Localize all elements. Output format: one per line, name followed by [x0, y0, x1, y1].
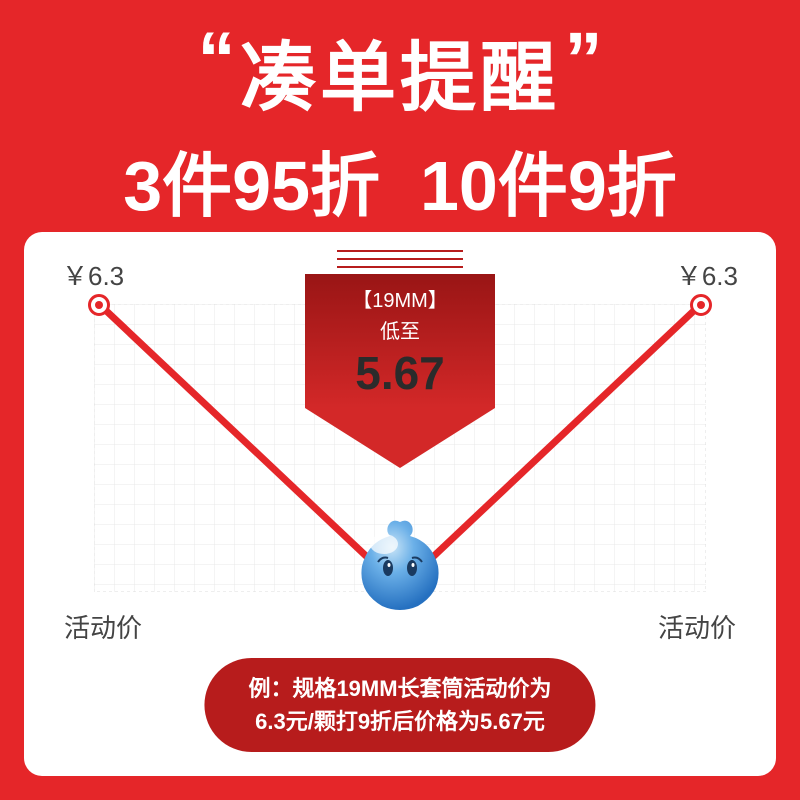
example-footer: 例：规格19MM长套筒活动价为 6.3元/颗打9折后价格为5.67元 — [204, 658, 595, 752]
title-row: “ 凑单提醒 ” — [0, 16, 800, 126]
arrow-top-lines — [305, 250, 495, 268]
price-card: ￥6.3 ￥6.3 — [24, 232, 776, 776]
activity-right: 活动价 — [658, 608, 736, 645]
arrow-price: 5.67 — [313, 346, 487, 400]
droplet-mascot-icon — [350, 514, 450, 614]
down-arrow: 【19MM】 低至 5.67 — [305, 250, 495, 468]
header: “ 凑单提醒 ” 3件95折 10件9折 — [0, 0, 800, 231]
title-text: 凑单提醒 — [240, 36, 560, 121]
price-point-left — [88, 294, 110, 316]
price-left: ￥6.3 — [62, 256, 124, 293]
discount-row: 3件95折 10件9折 — [0, 130, 800, 231]
footer-line-2: 6.3元/颗打9折后价格为5.67元 — [248, 705, 551, 738]
discount-1: 3件95折 — [123, 130, 380, 231]
promo-banner: “ 凑单提醒 ” 3件95折 10件9折 ￥6.3 ￥6.3 — [0, 0, 800, 800]
activity-left: 活动价 — [64, 608, 142, 645]
quote-right-icon: ” — [564, 17, 602, 102]
arrow-spec: 【19MM】 — [313, 284, 487, 313]
arrow-head-icon — [305, 408, 495, 468]
price-right: ￥6.3 — [676, 256, 738, 293]
arrow-lowto: 低至 — [313, 315, 487, 344]
arrow-body: 【19MM】 低至 5.67 — [305, 274, 495, 408]
quote-left-icon: “ — [198, 17, 236, 102]
price-point-right — [690, 294, 712, 316]
discount-2: 10件9折 — [420, 130, 677, 231]
footer-line-1: 例：规格19MM长套筒活动价为 — [248, 672, 551, 705]
